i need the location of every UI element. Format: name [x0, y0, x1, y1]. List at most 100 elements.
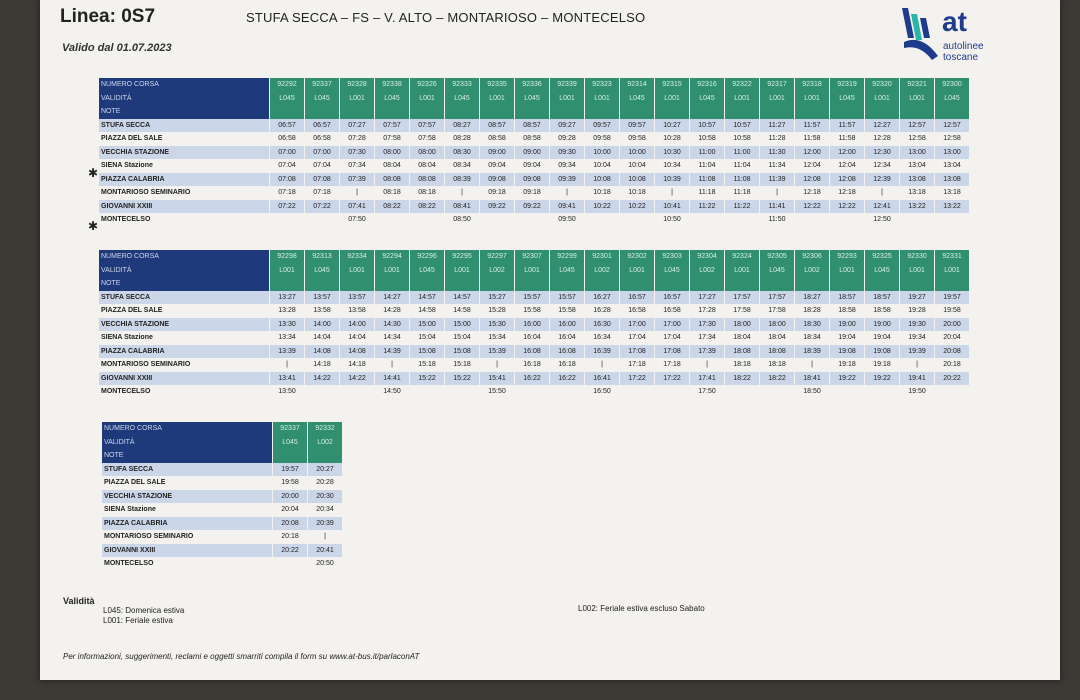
time-cell: 08:30 — [445, 145, 479, 159]
time-cell: 07:27 — [340, 118, 374, 132]
time-cell: 08:22 — [375, 199, 409, 213]
time-cell: 16:58 — [620, 304, 654, 318]
time-cell: 12:57 — [900, 118, 934, 132]
validita-code: L045 — [550, 263, 584, 277]
time-cell: 13:04 — [900, 159, 934, 173]
time-cell: 13:00 — [900, 145, 934, 159]
time-cell — [410, 213, 444, 227]
time-cell — [655, 385, 689, 399]
time-cell: | — [375, 358, 409, 372]
time-cell: 11:04 — [690, 159, 724, 173]
time-cell: 11:39 — [760, 172, 794, 186]
validita-code: L045 — [620, 91, 654, 105]
time-cell: 19:18 — [865, 358, 899, 372]
note-label: NOTE — [99, 277, 269, 291]
time-cell: 09:18 — [480, 186, 514, 200]
time-cell: 12:34 — [865, 159, 899, 173]
corsa-number: 92296 — [410, 250, 444, 264]
note-cell — [270, 105, 304, 119]
corsa-number: 92300 — [935, 78, 969, 92]
time-cell: 14:30 — [375, 317, 409, 331]
stop-row: STUFA SECCA 19:57 20:27 — [102, 462, 342, 476]
validita-code: L001 — [270, 263, 304, 277]
time-cell: | — [795, 358, 829, 372]
time-cell — [935, 385, 969, 399]
time-cell: 08:08 — [410, 172, 444, 186]
corsa-number: 92306 — [795, 250, 829, 264]
time-cell: 16:41 — [585, 371, 619, 385]
stop-row: GIOVANNI XXIII 20:22 20:41 — [102, 543, 342, 557]
time-cell — [550, 385, 584, 399]
time-cell: 18:18 — [725, 358, 759, 372]
note-cell — [900, 277, 934, 291]
note-cell — [550, 105, 584, 119]
time-cell: 11:27 — [760, 118, 794, 132]
time-cell: 20:22 — [273, 543, 307, 557]
corsa-number: 92326 — [410, 78, 444, 92]
validita-code: L001 — [795, 91, 829, 105]
time-cell: 15:57 — [550, 290, 584, 304]
validita-label: VALIDITÀ — [99, 91, 269, 105]
validita-code: L001 — [900, 91, 934, 105]
time-cell: 07:34 — [340, 159, 374, 173]
time-cell: 10:18 — [585, 186, 619, 200]
time-cell: 17:08 — [655, 344, 689, 358]
time-cell: 09:08 — [480, 172, 514, 186]
time-cell: 19:00 — [830, 317, 864, 331]
time-cell: 13:57 — [340, 290, 374, 304]
validita-code: L001 — [480, 91, 514, 105]
time-cell: 17:18 — [655, 358, 689, 372]
stop-row: MONTARIOSO SEMINARIO 20:18 | — [102, 530, 342, 544]
time-cell: 12:08 — [795, 172, 829, 186]
stop-row: VECCHIA STAZIONE 20:00 20:30 — [102, 489, 342, 503]
time-cell: 18:50 — [795, 385, 829, 399]
note-cell — [375, 105, 409, 119]
stop-row: PIAZZA CALABRIA 07:08 07:08 07:39 08:08 08:08… — [99, 172, 969, 186]
time-cell: 07:41 — [340, 199, 374, 213]
note-cell — [480, 277, 514, 291]
corsa-label: NUMERO CORSA — [102, 422, 272, 436]
time-cell: 17:41 — [690, 371, 724, 385]
stop-name: MONTARIOSO SEMINARIO — [99, 186, 269, 200]
time-cell: 15:22 — [445, 371, 479, 385]
logo-sub2: toscane — [943, 52, 979, 63]
time-cell: 08:57 — [515, 118, 549, 132]
stop-name: SIENA Stazione — [99, 159, 269, 173]
time-cell: 19:18 — [830, 358, 864, 372]
corsa-label: NUMERO CORSA — [99, 250, 269, 264]
time-cell: 16:04 — [515, 331, 549, 345]
time-cell: 19:28 — [900, 304, 934, 318]
validita-code: L045 — [760, 263, 794, 277]
time-cell: 07:58 — [375, 132, 409, 146]
time-cell: 17:22 — [655, 371, 689, 385]
time-cell: 16:18 — [550, 358, 584, 372]
legend-l002: L002: Feriale estiva escluso Sabato — [578, 604, 705, 613]
validita-code: L045 — [830, 91, 864, 105]
corsa-number: 92295 — [445, 250, 479, 264]
stop-row: MONTECELSO 07:50 08:50 09:50 10:50 11:50 12:50 — [99, 213, 969, 227]
time-cell: 10:41 — [655, 199, 689, 213]
time-cell: 09:18 — [515, 186, 549, 200]
stop-name: SIENA Stazione — [102, 503, 272, 517]
corsa-number: 92322 — [725, 78, 759, 92]
note-cell — [935, 277, 969, 291]
time-cell: 15:00 — [445, 317, 479, 331]
stop-row: MONTECELSO 20:50 — [102, 557, 342, 571]
validita-code: L001 — [550, 91, 584, 105]
note-cell — [308, 449, 342, 463]
validity-date: Valido dal 01.07.2023 — [62, 42, 172, 54]
time-cell: 14:04 — [340, 331, 374, 345]
time-cell: 13:27 — [270, 290, 304, 304]
time-cell: 07:57 — [410, 118, 444, 132]
time-cell: 16:57 — [620, 290, 654, 304]
validita-code: L001 — [865, 91, 899, 105]
corsa-number: 92301 — [585, 250, 619, 264]
corsa-number: 92333 — [445, 78, 479, 92]
stop-row: MONTARIOSO SEMINARIO | 14:18 14:18 | 15:18 15:… — [99, 358, 969, 372]
time-cell: | — [690, 358, 724, 372]
time-cell — [725, 213, 759, 227]
validita-code: L002 — [585, 263, 619, 277]
time-cell: | — [445, 186, 479, 200]
time-cell: 13:41 — [270, 371, 304, 385]
time-cell: 09:00 — [480, 145, 514, 159]
